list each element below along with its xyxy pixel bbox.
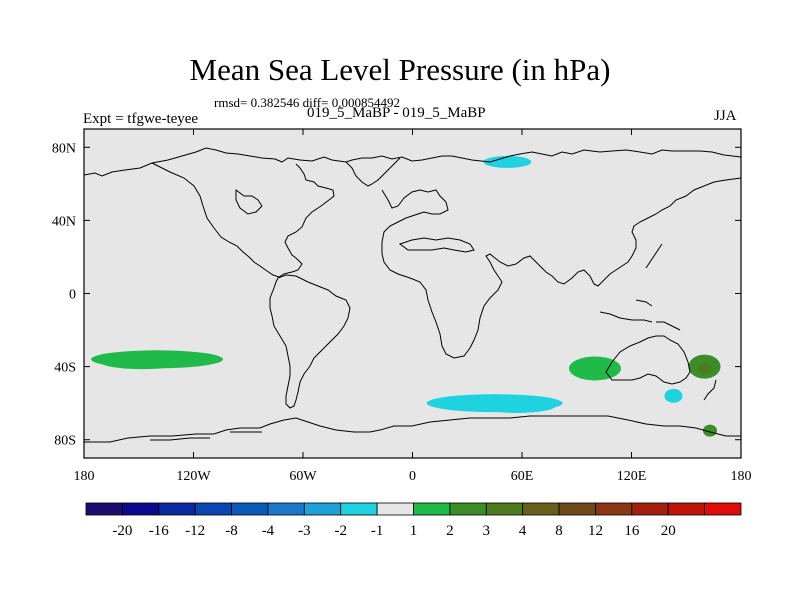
anomaly-region <box>426 394 563 413</box>
colorbar-label: -1 <box>371 523 384 539</box>
colorbar-swatch <box>485 502 524 516</box>
colorbar-label: -3 <box>298 523 311 539</box>
coastline-greenland <box>345 157 401 187</box>
coastline-indonesia <box>599 299 681 331</box>
x-tick-label: 180 <box>731 469 752 484</box>
x-tick-label: 60W <box>289 469 317 484</box>
x-tick-label: 180 <box>74 469 95 484</box>
colorbar-label: 16 <box>624 523 640 539</box>
y-tick-label: 40S <box>54 361 76 376</box>
chart-title: Mean Sea Level Pressure (in hPa) <box>189 52 611 87</box>
coastline-north <box>83 147 742 177</box>
anomaly-blob <box>483 155 532 168</box>
colorbar-swatch <box>121 502 160 516</box>
colorbar-swatch <box>194 502 232 516</box>
colorbar-label: -20 <box>112 523 132 539</box>
y-tick-label: 80S <box>54 434 76 449</box>
coastline-antarctic-shelf <box>150 431 262 441</box>
coastline-south-america <box>269 274 351 409</box>
coastline-new-zealand <box>703 379 717 401</box>
colorbar-label: 3 <box>483 523 491 539</box>
experiment-label: Expt = tfgwe-teyee <box>83 111 199 127</box>
anomaly-region <box>698 363 711 374</box>
map-background <box>84 129 741 458</box>
x-tick-label: 120E <box>617 469 647 484</box>
anomaly-blob <box>664 388 683 403</box>
colorbar-swatch <box>522 502 560 516</box>
anomaly-blob <box>702 424 717 437</box>
anomaly-blob <box>100 355 185 370</box>
coastline-antarctica <box>84 415 741 443</box>
colorbar-label: -2 <box>334 523 347 539</box>
coastline-japan <box>645 243 663 269</box>
colorbar-label: 12 <box>588 523 603 539</box>
colorbar-swatch <box>558 502 596 516</box>
colorbar-label: 4 <box>519 523 527 539</box>
y-tick-label: 0 <box>69 288 76 303</box>
anomaly-region <box>664 388 683 403</box>
colorbar-label: -12 <box>185 523 205 539</box>
colorbar-swatch <box>449 502 487 516</box>
colorbar-swatch <box>303 502 342 516</box>
colorbar-label: -16 <box>149 523 169 539</box>
season-label: JJA <box>714 108 737 124</box>
anomaly-region <box>91 350 223 370</box>
coastline-australia <box>605 335 691 385</box>
colorbar-swatch <box>85 502 123 516</box>
colorbar-swatch <box>631 502 669 516</box>
anomaly-blob <box>698 363 711 374</box>
colorbar-swatch <box>158 502 196 516</box>
colorbar-label: -4 <box>262 523 275 539</box>
anomaly-layer <box>91 155 721 437</box>
colorbar-swatch <box>413 502 451 516</box>
colorbar-label: 2 <box>446 523 454 539</box>
colorbar-swatch <box>267 502 305 516</box>
anomaly-blob <box>479 398 556 413</box>
x-tick-label: 0 <box>409 469 416 484</box>
colorbar-swatch <box>595 502 633 516</box>
x-tick-label: 60E <box>511 469 534 484</box>
colorbar-label: 20 <box>661 523 676 539</box>
colorbar-swatch <box>704 502 742 516</box>
y-tick-label: 80N <box>52 141 76 156</box>
chart-subtitle: 019_5_MaBP - 019_5_MaBP <box>307 105 486 121</box>
anomaly-region <box>702 424 717 437</box>
colorbar-swatch <box>231 502 269 516</box>
coastline-mediterranean <box>398 237 475 253</box>
colorbar-swatch <box>376 502 414 516</box>
y-tick-label: 40N <box>52 214 76 229</box>
stats-label: rmsd= 0.382546 diff= 0.000854492 <box>214 95 400 110</box>
colorbar-label: -8 <box>225 523 238 539</box>
colorbar: -20 -16 -12 -8 -4 -3 -2 -1 1 2 3 4 8 12 16 20 <box>85 502 742 539</box>
anomaly-region <box>483 155 532 168</box>
colorbar-swatch <box>340 502 378 516</box>
colorbar-label: 8 <box>555 523 563 539</box>
coastlines <box>83 147 742 443</box>
coastline-hudson-bay <box>235 189 263 215</box>
x-tick-label: 120W <box>176 469 211 484</box>
ticks-layer: 180 120W 60W 0 60E 120E 180 80N 40N 0 40S 80S <box>52 129 752 484</box>
coastline-north-america <box>151 162 335 278</box>
coastline-eurasia-africa <box>381 177 742 359</box>
colorbar-label: 1 <box>410 523 418 539</box>
colorbar-swatch <box>667 502 706 516</box>
